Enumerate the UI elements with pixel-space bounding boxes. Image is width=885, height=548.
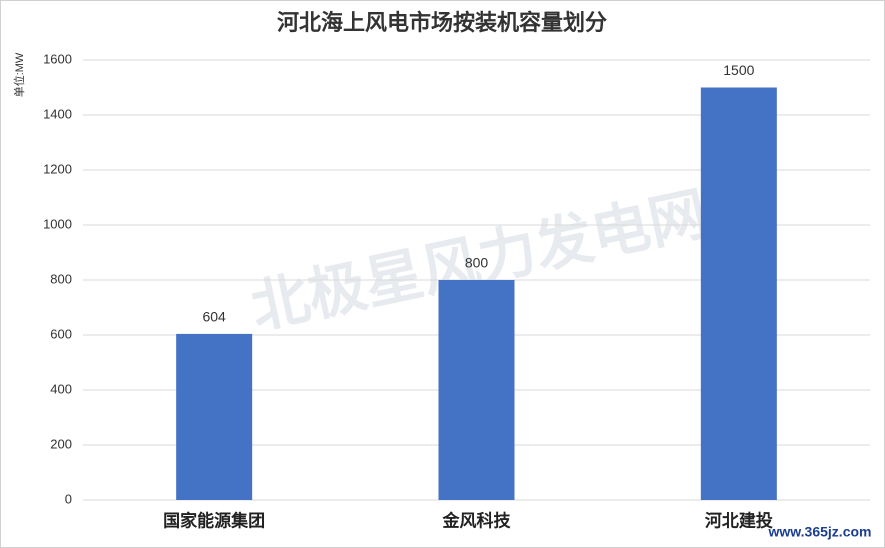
value-label: 604: [202, 309, 226, 325]
x-tick-label: 河北建投: [705, 511, 773, 532]
y-tick-label: 600: [50, 326, 72, 341]
y-tick-label: 1200: [43, 161, 72, 176]
bar: [176, 333, 253, 500]
value-label: 800: [465, 255, 489, 271]
bar: [438, 280, 515, 500]
y-tick-label: 1600: [43, 51, 72, 66]
x-tick-label: 金风科技: [442, 511, 512, 532]
chart-title: 河北海上风电市场按装机容量划分: [277, 10, 607, 36]
bar: [700, 87, 777, 500]
value-label: 1500: [723, 62, 754, 78]
y-tick-label: 800: [50, 271, 72, 286]
x-tick-label: 国家能源集团: [163, 511, 265, 532]
y-axis-label: 单位:MW: [12, 52, 26, 97]
y-tick-label: 1400: [43, 106, 72, 121]
y-tick-label: 200: [50, 436, 72, 451]
y-tick-label: 400: [50, 381, 72, 396]
y-tick-label: 1000: [43, 216, 72, 231]
y-tick-label: 0: [65, 491, 72, 506]
site-watermark: www.365jz.com: [768, 524, 872, 540]
